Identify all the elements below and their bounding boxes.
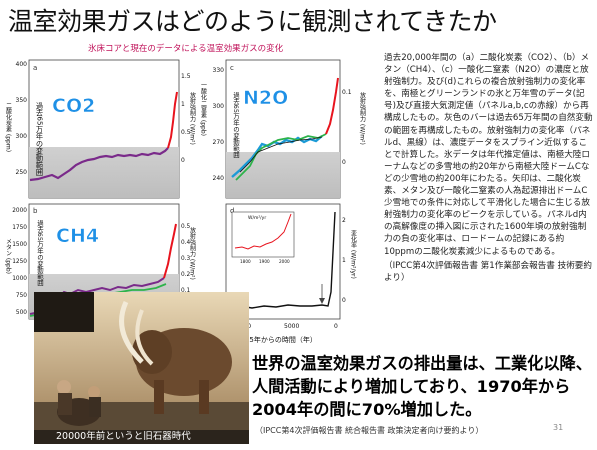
inset-unit-label: W/m²/yr xyxy=(248,215,266,221)
ytick: 1000 xyxy=(12,276,27,282)
variation-range-note: 過去65万年の変動範囲 xyxy=(36,101,45,177)
ytick: 2000 xyxy=(12,208,27,214)
forcing-tick: 0.5 xyxy=(181,129,191,136)
ytick: 240 xyxy=(213,175,225,182)
description-text: 過去20,000年間の（a）二酸化炭素（CO2）、（b）メタン（CH4）、（c）… xyxy=(384,53,593,257)
ytick: 350 xyxy=(16,97,28,104)
variation-range-note: 過去65万年の変動範囲 xyxy=(36,219,44,287)
inset-xtick: 1900 xyxy=(259,259,270,264)
photo-caption: 20000年前というと旧石器時代 xyxy=(56,431,191,442)
co2-ice-core-series xyxy=(29,147,169,182)
ytick: 1500 xyxy=(12,242,27,248)
figure-subtitle: 氷床コアと現在のデータによる温室効果ガスの変化 xyxy=(88,44,284,54)
gas-label: CO2 xyxy=(52,95,95,117)
rate-axis-label: 変化率 (W/m²/yr) xyxy=(350,229,357,279)
panel-c: c N2O 過去65万年の変動範囲 一酸化二窒素 (ppb) 放射強制力 (W/… xyxy=(200,59,366,199)
inset-xtick: 1800 xyxy=(240,259,251,264)
n2o-ice-core-series xyxy=(231,133,327,181)
ytick: 250 xyxy=(16,169,28,176)
xtick: 0 xyxy=(334,323,338,330)
panel-a: a CO2 過去65万年の変動範囲 二酸化炭素 (ppm) 放射強制力 (W/m… xyxy=(5,59,196,199)
rate-inset-chart: W/m²/yr 1800 1900 2000 xyxy=(231,211,295,264)
panel-d: d 変化率 (W/m²/yr) 2 1 0 W/m²/yr 1800 1900 … xyxy=(225,203,357,320)
ytick: 1750 xyxy=(12,225,27,231)
panel-letter: a xyxy=(33,64,37,72)
ytick: 500 xyxy=(16,310,27,316)
n2o-axis-label: 一酸化二窒素 (ppb) xyxy=(200,82,207,136)
gas-label: N2O xyxy=(243,87,288,109)
page-number: 31 xyxy=(553,423,564,432)
xtick: 5000 xyxy=(284,323,299,330)
ytick: 0 xyxy=(342,297,346,304)
inset-xtick: 2000 xyxy=(279,259,290,264)
ytick: 300 xyxy=(213,103,225,110)
forcing-tick: 0.5 xyxy=(181,224,191,230)
variation-range-note: 過去65万年の変動範囲 xyxy=(232,91,240,159)
description-source: （IPCC第4次評価報告書 第1作業部会報告書 技術要約より） xyxy=(384,260,592,283)
forcing-tick: 1.5 xyxy=(181,73,191,80)
paleolithic-photo xyxy=(34,292,249,444)
co2-forcing-label: 放射強制力 (W/m²) xyxy=(189,91,196,145)
ytick: 300 xyxy=(16,133,28,140)
figure-description: 過去20,000年間の（a）二酸化炭素（CO2）、（b）メタン（CH4）、（c）… xyxy=(384,52,594,284)
ytick: 2 xyxy=(342,217,346,224)
natural-range-band xyxy=(29,147,179,198)
ytick: 270 xyxy=(213,139,225,146)
ytick: 1 xyxy=(342,257,346,264)
ch4-axis-label: メタン (ppb) xyxy=(5,238,12,274)
gas-label: CH4 xyxy=(56,225,99,247)
forcing-tick: 0 xyxy=(181,157,185,164)
forcing-tick: 0.4 xyxy=(181,240,191,246)
forcing-tick: 1 xyxy=(181,101,185,108)
panel-letter: b xyxy=(33,207,38,215)
co2-direct-series xyxy=(167,91,178,149)
ytick: 330 xyxy=(213,67,225,74)
forcing-tick: 0 xyxy=(342,159,346,166)
ch4-forcing-label: 放射強制力 (W/m²) xyxy=(189,226,196,280)
ytick: 1250 xyxy=(12,259,27,265)
forcing-tick: 0.2 xyxy=(181,272,191,278)
panel-letter: c xyxy=(230,64,234,72)
ytick: 400 xyxy=(16,61,28,68)
summary-source: （IPCC第4次評価報告書 統合報告書 政策決定者向け要約より） xyxy=(255,426,484,435)
forcing-tick: 0.3 xyxy=(181,256,191,262)
rate-series xyxy=(226,211,336,309)
ch4-direct-series xyxy=(163,223,177,279)
n2o-forcing-label: 放射強制力 (W/m²) xyxy=(359,91,366,145)
n2o-direct-series xyxy=(325,77,339,135)
panel-letter: d xyxy=(230,207,234,215)
ytick: 750 xyxy=(16,293,27,299)
forcing-tick: 0.1 xyxy=(342,89,352,96)
natural-range-band xyxy=(226,152,340,198)
x-axis-label: 2005年からの時間（年） xyxy=(236,335,317,344)
co2-axis-label: 二酸化炭素 (ppm) xyxy=(5,102,12,152)
page-title: 温室効果ガスはどのように観測されてきたか xyxy=(8,7,497,36)
summary-statement: 世界の温室効果ガスの排出量は、工業化以降、人間活動により増加しており、1970年… xyxy=(252,354,592,419)
forcing-tick: 0.1 xyxy=(181,288,191,294)
